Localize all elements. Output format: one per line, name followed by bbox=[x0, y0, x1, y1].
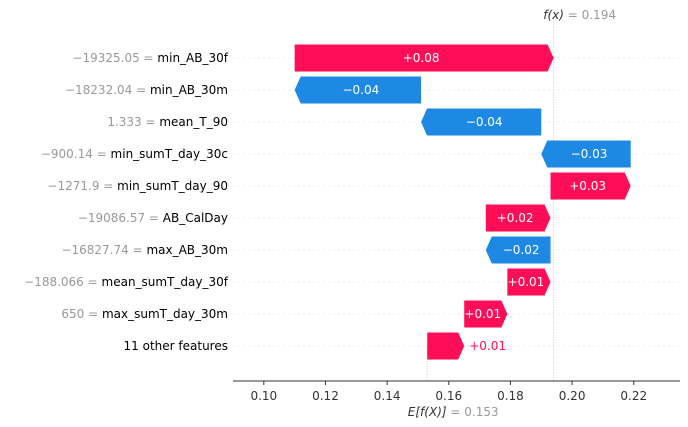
base-value-annotation: E[f(X)] = 0.153 bbox=[408, 405, 499, 419]
x-tick-label: 0.20 bbox=[559, 389, 586, 403]
contribution-bar bbox=[550, 172, 631, 200]
feature-value: −188.066 = bbox=[24, 275, 101, 289]
feature-name: min_sumT_day_30c bbox=[111, 147, 228, 161]
contribution-bar bbox=[507, 268, 551, 296]
feature-value: −18232.04 = bbox=[65, 83, 150, 97]
bar-value-label: +0.02 bbox=[497, 211, 534, 225]
feature-value: −16827.74 = bbox=[61, 243, 146, 257]
x-tick-label: 0.18 bbox=[497, 389, 524, 403]
bar-value-label: −0.04 bbox=[466, 115, 503, 129]
feature-name: min_AB_30f bbox=[157, 51, 228, 65]
contribution-bar bbox=[294, 44, 554, 72]
x-tick-label: 0.16 bbox=[435, 389, 462, 403]
feature-label: 1.333 = mean_T_90 bbox=[107, 115, 228, 129]
bar-value-label: −0.02 bbox=[503, 243, 540, 257]
feature-label: −16827.74 = max_AB_30m bbox=[61, 243, 228, 257]
feature-value: −19086.57 = bbox=[78, 211, 163, 225]
feature-name: AB_CalDay bbox=[163, 211, 228, 225]
contribution-bar bbox=[485, 204, 551, 232]
feature-label: 11 other features bbox=[124, 339, 228, 353]
contribution-bar bbox=[294, 76, 422, 104]
feature-value: 650 = bbox=[61, 307, 102, 321]
feature-label: 650 = max_sumT_day_30m bbox=[61, 307, 228, 321]
x-tick-label: 0.14 bbox=[374, 389, 401, 403]
bar-value-label: +0.01 bbox=[464, 307, 501, 321]
contribution-bar bbox=[421, 108, 542, 136]
bar-value-label: +0.08 bbox=[403, 51, 440, 65]
contribution-bar bbox=[485, 236, 551, 264]
feature-label: −19086.57 = AB_CalDay bbox=[78, 211, 228, 225]
x-tick-label: 0.12 bbox=[312, 389, 339, 403]
feature-name: 11 other features bbox=[124, 339, 228, 353]
bar-value-label: −0.04 bbox=[342, 83, 379, 97]
feature-value: −1271.9 = bbox=[47, 179, 117, 193]
contribution-bars: +0.08 −0.04 −0.04 −0.03 +0.03 +0.02 −0.02 +0.01… bbox=[294, 44, 631, 360]
feature-label: −900.14 = min_sumT_day_30c bbox=[41, 147, 228, 161]
feature-value: 1.333 = bbox=[107, 115, 159, 129]
feature-name: max_AB_30m bbox=[146, 243, 228, 257]
feature-label: −19325.05 = min_AB_30f bbox=[72, 51, 228, 65]
feature-name: max_sumT_day_30m bbox=[102, 307, 228, 321]
contribution-bar bbox=[541, 140, 631, 168]
x-axis: 0.10 0.12 0.14 0.16 0.18 0.20 0.22 bbox=[233, 380, 680, 403]
fx-annotation: f(x) = 0.194 bbox=[543, 8, 616, 22]
bar-value-label: +0.01 bbox=[508, 275, 545, 289]
feature-name: mean_sumT_day_30f bbox=[102, 275, 229, 289]
x-tick-label: 0.10 bbox=[250, 389, 277, 403]
contribution-bar bbox=[427, 332, 465, 360]
bar-value-label: +0.03 bbox=[569, 179, 606, 193]
feature-label: −188.066 = mean_sumT_day_30f bbox=[24, 275, 229, 289]
x-tick-label: 0.22 bbox=[620, 389, 647, 403]
feature-name: min_sumT_day_90 bbox=[117, 179, 228, 193]
feature-value: −900.14 = bbox=[41, 147, 111, 161]
feature-name: mean_T_90 bbox=[159, 115, 228, 129]
feature-label: −1271.9 = min_sumT_day_90 bbox=[47, 179, 228, 193]
contribution-bar bbox=[464, 300, 508, 328]
bar-value-label: +0.01 bbox=[469, 339, 506, 353]
feature-labels: −19325.05 = min_AB_30f −18232.04 = min_AB… bbox=[24, 51, 229, 353]
bar-value-label: −0.03 bbox=[571, 147, 608, 161]
feature-name: min_AB_30m bbox=[150, 83, 228, 97]
feature-value: −19325.05 = bbox=[72, 51, 157, 65]
feature-label: −18232.04 = min_AB_30m bbox=[65, 83, 228, 97]
